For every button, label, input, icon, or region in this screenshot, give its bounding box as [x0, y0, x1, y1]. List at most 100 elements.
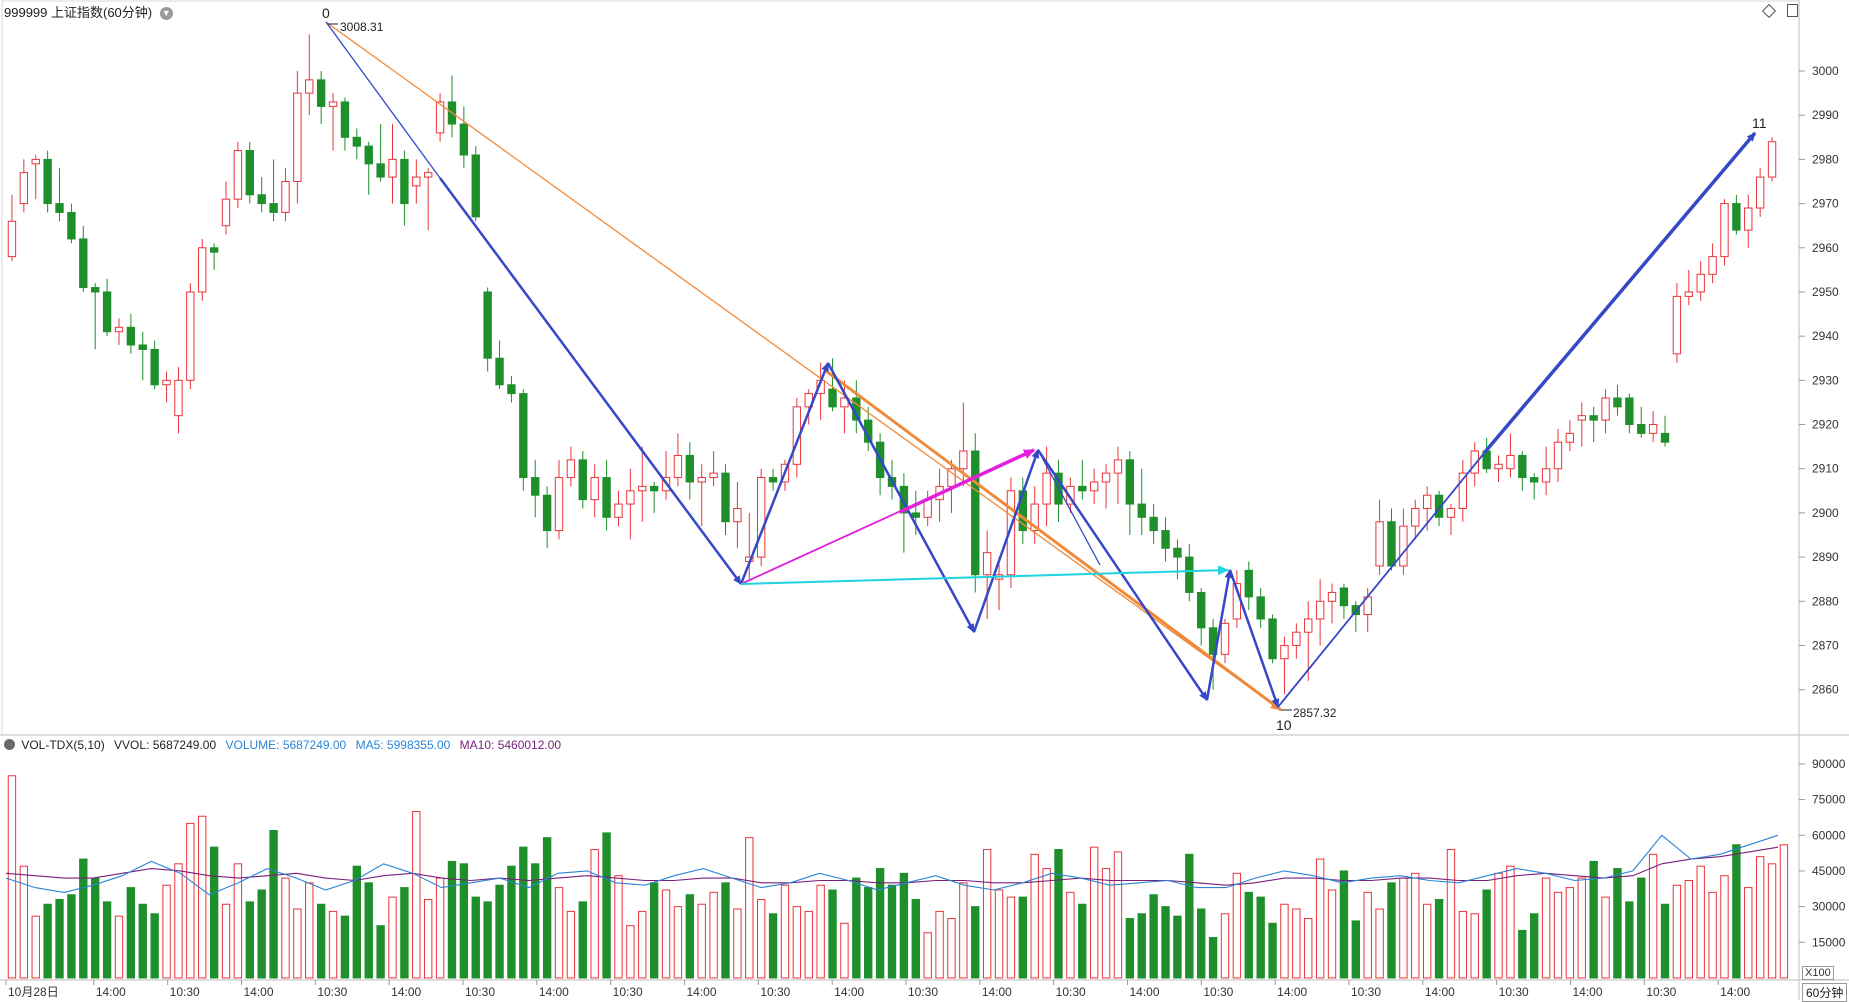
candle-body [697, 477, 706, 483]
candle [1304, 601, 1313, 681]
volume-bar [138, 903, 147, 979]
wave-line-blue-thin[interactable] [325, 21, 441, 179]
candle-body [519, 393, 528, 479]
volume-bar [79, 858, 88, 979]
candle [483, 287, 492, 372]
candle-body [721, 472, 730, 523]
wave-line-blue-up-2[interactable] [972, 449, 1040, 633]
volume-ma10-line [5, 846, 1779, 886]
candle [435, 93, 445, 142]
wave-line-blue-thin-2[interactable] [1037, 449, 1101, 566]
candle-body [1744, 207, 1753, 231]
volume-bar [721, 882, 730, 979]
candle-body [638, 485, 647, 492]
candle [388, 124, 397, 204]
candle [673, 433, 683, 487]
wave-line-orange[interactable] [325, 21, 1282, 711]
candle-body [1755, 176, 1765, 209]
volume-bar [1684, 879, 1693, 979]
candle-body [1137, 503, 1146, 518]
candle [1351, 601, 1360, 633]
wave-line-blue-down-1[interactable] [438, 177, 743, 585]
candle-body [1470, 450, 1479, 474]
candle [1470, 442, 1479, 487]
volume-bar [1339, 870, 1349, 979]
time-tick-label: 14:00 [1130, 985, 1160, 999]
volume-bar [1744, 887, 1753, 979]
candle-body [911, 512, 920, 518]
panel-toggle-icon[interactable] [1787, 4, 1799, 17]
time-tick-label: 14:00 [244, 985, 274, 999]
volume-bar [947, 918, 956, 979]
candle-body [982, 552, 992, 576]
candle [1339, 583, 1349, 619]
annotation-low-value: 2857.32 [1293, 706, 1337, 720]
candle-body [1684, 291, 1693, 297]
candle-body [1173, 547, 1182, 558]
period-label[interactable]: 60分钟 [1802, 983, 1848, 1002]
candle-body [221, 198, 231, 227]
price-tick-label: 2940 [1812, 329, 1839, 343]
candle-body [43, 158, 52, 205]
wave-line-blue-down-2[interactable] [826, 362, 976, 633]
volume-bar [1292, 908, 1301, 979]
volume-bar [1113, 851, 1123, 979]
volume-bar [899, 872, 909, 979]
candle-body [578, 459, 587, 501]
candle [554, 459, 564, 540]
candle [721, 464, 730, 535]
candle-body [602, 477, 611, 518]
candle-body [1411, 507, 1420, 527]
chart-title-bar[interactable]: 999999 上证指数(60分钟) ▼ [4, 2, 173, 21]
volume-tick-label: 15000 [1812, 935, 1846, 949]
wave-line-blue-up-5[interactable] [1483, 131, 1757, 454]
candle-body [150, 348, 159, 386]
candle-body [1589, 415, 1598, 421]
time-tick-label: 14:00 [539, 985, 569, 999]
candle-body [1042, 472, 1051, 505]
collapse-icon[interactable] [4, 739, 15, 750]
volume-bar [673, 906, 683, 979]
volume-bar [923, 932, 932, 979]
candle [1327, 583, 1337, 624]
volume-bar [1732, 844, 1741, 979]
candle [43, 150, 52, 213]
volume-bar [1518, 929, 1527, 979]
wave-line-blue-up-4[interactable] [1277, 451, 1486, 708]
diamond-icon[interactable] [1761, 3, 1777, 19]
volume-tick-label: 90000 [1812, 757, 1846, 771]
volume-bar [1672, 884, 1682, 979]
wave-line-magenta-bold[interactable] [899, 448, 1035, 514]
candle [114, 318, 124, 345]
candle-body [768, 477, 778, 483]
candle [697, 464, 706, 527]
volume-bar [1089, 846, 1099, 979]
candle-body [1720, 203, 1729, 258]
wave-line-blue-up-1[interactable] [739, 362, 830, 585]
wave-line-blue-down-4[interactable] [1228, 569, 1280, 708]
candle-body [828, 388, 837, 408]
candle [1054, 459, 1063, 522]
time-tick-label: 14:00 [1573, 985, 1603, 999]
price-tick-label: 2870 [1812, 638, 1839, 652]
volume-bar [1458, 910, 1468, 979]
candle [1078, 459, 1087, 500]
candle [1149, 504, 1158, 544]
volume-bar [1720, 875, 1729, 979]
wave-line-cyan[interactable] [740, 565, 1229, 585]
volume-bar [1660, 903, 1670, 979]
wave-line-blue-down-3[interactable] [1036, 449, 1209, 701]
wave-line-orange-bold[interactable] [825, 369, 1282, 712]
wave-line-blue-up-3[interactable] [1205, 569, 1233, 701]
volume-bar [828, 889, 837, 979]
candle [1434, 490, 1444, 527]
chevron-down-icon[interactable]: ▼ [159, 7, 173, 21]
wave-annotations[interactable] [325, 21, 1757, 712]
candle-body [1422, 494, 1432, 509]
candle [1672, 283, 1682, 363]
volume-indicator-header[interactable]: VOL-TDX(5,10) VVOL: 5687249.00 VOLUME: 5… [4, 738, 567, 752]
candle-body [1125, 459, 1135, 505]
volume-bar [1387, 882, 1396, 979]
